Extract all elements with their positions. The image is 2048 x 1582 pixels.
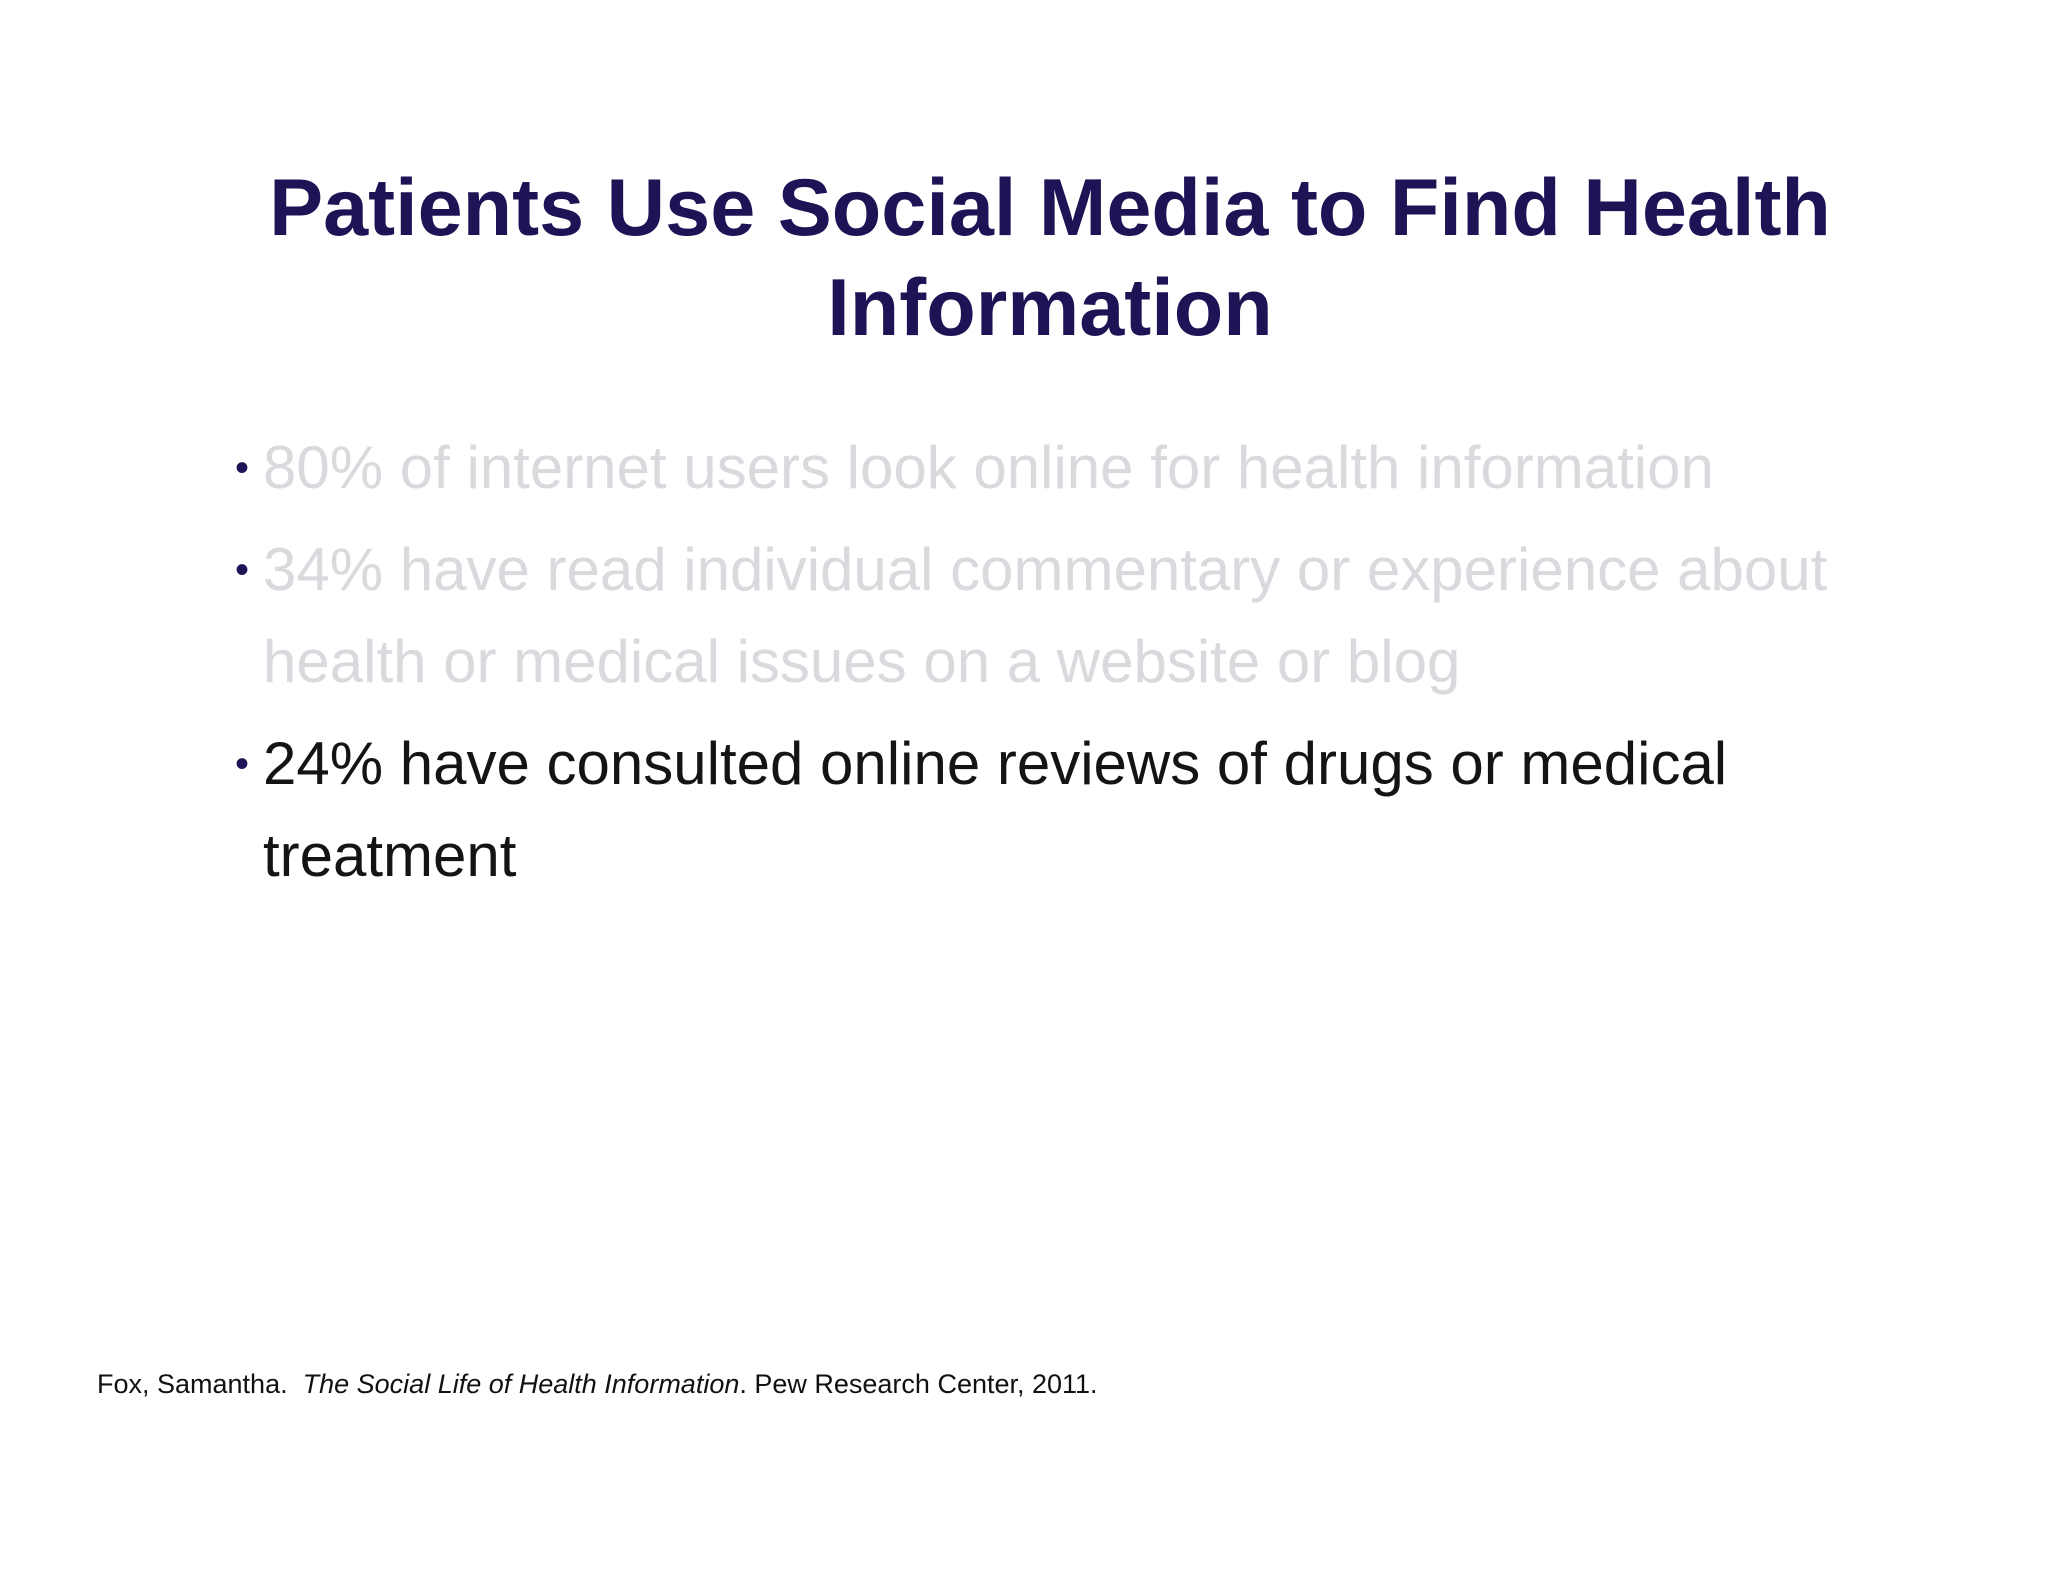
bullet-text: 80% of internet users look online for he… xyxy=(263,434,1714,501)
citation-work-title: The Social Life of Health Information xyxy=(302,1369,740,1399)
bullet-list: • 80% of internet users look online for … xyxy=(235,422,1855,912)
bullet-item-internet-users: • 80% of internet users look online for … xyxy=(235,422,1855,514)
citation-publisher: . Pew Research Center, 2011. xyxy=(739,1369,1098,1399)
bullet-dot-icon: • xyxy=(235,548,250,592)
bullet-text: 34% have read individual commentary or e… xyxy=(263,536,1828,695)
citation-author: Fox, Samantha. xyxy=(97,1369,288,1399)
bullet-dot-icon: • xyxy=(235,742,250,786)
bullet-dot-icon: • xyxy=(235,446,250,490)
bullet-text: 24% have consulted online reviews of dru… xyxy=(263,730,1728,889)
citation: Fox, Samantha. The Social Life of Health… xyxy=(97,1366,1098,1402)
slide-title: Patients Use Social Media to Find Health… xyxy=(269,163,1831,353)
bullet-item-reviews: • 24% have consulted online reviews of d… xyxy=(235,718,1855,902)
bullet-item-commentary: • 34% have read individual commentary or… xyxy=(235,524,1855,708)
